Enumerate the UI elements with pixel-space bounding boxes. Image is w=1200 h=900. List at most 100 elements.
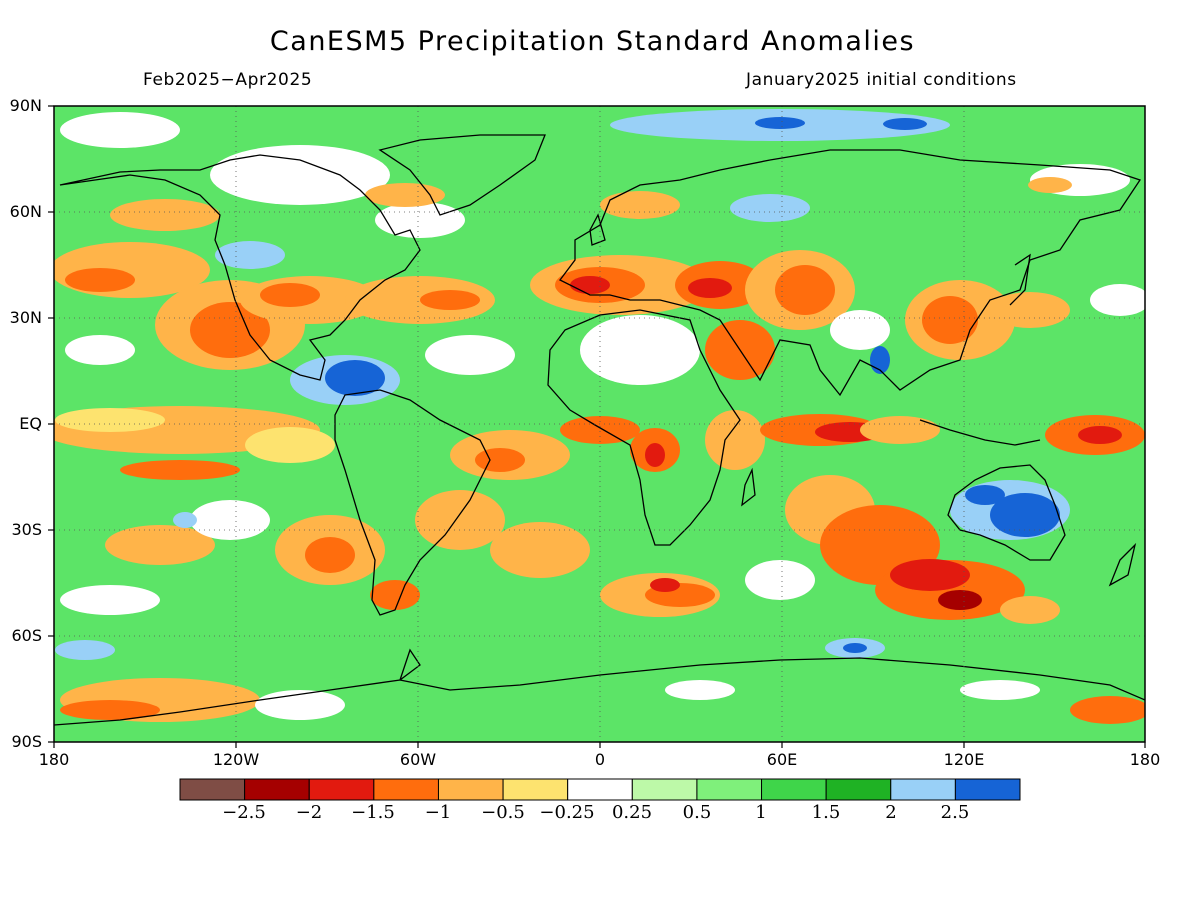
indonesia-coast (919, 419, 1041, 446)
anomaly-dry (990, 292, 1070, 328)
anomaly-dry-strong (560, 416, 640, 444)
colorbar-label: 0.5 (682, 802, 712, 823)
anomaly-dry-strong (922, 296, 978, 344)
colorbar-label: −2.5 (222, 802, 266, 823)
anomaly-dry (1028, 177, 1072, 193)
africa-coast (547, 309, 741, 546)
lat-label-30n: 30N (9, 308, 42, 327)
anomaly-dry (600, 191, 680, 219)
colorbar-label: −1 (424, 802, 452, 823)
anomaly-neutral (425, 335, 515, 375)
lon-label-120e: 120E (943, 750, 985, 769)
anomaly-dry-strong (60, 700, 160, 720)
anomaly-neutral (960, 680, 1040, 700)
colorbar-swatch (567, 778, 633, 801)
colorbar-swatch (954, 778, 1021, 801)
anomaly-very-wet (755, 117, 805, 129)
anomaly-neutral (580, 315, 700, 385)
australia-coast (947, 464, 1066, 561)
lat-label-eq: EQ (19, 414, 42, 433)
colorbar-label: −0.25 (539, 802, 595, 823)
eurasia-coast (559, 149, 1142, 397)
map-title: CanESM5 Precipitation Standard Anomalies (269, 26, 916, 57)
anomaly-dry (860, 416, 940, 444)
colorbar-label: 2.5 (940, 802, 970, 823)
south-america-coast (334, 389, 491, 616)
anomaly-dry (490, 522, 590, 578)
anomaly-dry-strong (305, 537, 355, 573)
anomaly-dry-strong (120, 460, 240, 480)
anomaly-very-wet (965, 485, 1005, 505)
anomaly-very-dry (1078, 426, 1122, 444)
lat-label-60s: 60S (11, 626, 42, 645)
colorbar-swatch (308, 778, 375, 801)
uk-coast (589, 213, 606, 246)
anomaly-very-wet (990, 493, 1060, 537)
colorbar-swatch (373, 778, 439, 801)
anomaly-very-wet (325, 360, 385, 396)
anomaly-very-wet (883, 118, 927, 130)
lat-label-90n: 90N (9, 96, 42, 115)
anomaly-very-dry (890, 559, 970, 591)
lat-label-90s: 90S (11, 732, 42, 751)
coastlines (54, 134, 1145, 726)
colorbar-label: −0.5 (481, 802, 525, 823)
anomaly-dry-strong (370, 580, 420, 610)
map-field (54, 106, 1145, 742)
anomaly-wet (730, 194, 810, 222)
anomaly-dry-strong (65, 268, 135, 292)
madagascar-coast (741, 467, 756, 507)
anomaly-dry-strong (1070, 696, 1145, 724)
anomaly-neutral (210, 145, 390, 205)
anomaly-slightly-dry (55, 408, 165, 432)
anomaly-neutral (745, 560, 815, 600)
anomaly-dry (705, 410, 765, 470)
anomaly-dry-strong (260, 283, 320, 307)
colorbar (179, 778, 1021, 801)
anomaly-wet (55, 640, 115, 660)
anomaly-very-wet (843, 643, 867, 653)
lon-label-60e: 60E (766, 750, 798, 769)
anomaly-dry-strong (420, 290, 480, 310)
colorbar-label: −1.5 (351, 802, 395, 823)
anomaly-dry-strong (190, 302, 270, 358)
antarctica-coast (54, 648, 1145, 726)
lon-label-120w: 120W (212, 750, 260, 769)
anomaly-neutral (65, 335, 135, 365)
colorbar-swatch (696, 778, 763, 801)
anomaly-neutral (190, 500, 270, 540)
anomaly-neutral (60, 112, 180, 148)
gridlines (54, 106, 1145, 742)
anomaly-neutral (375, 202, 465, 238)
anomaly-very-dry (645, 443, 665, 467)
north-america-coast (59, 154, 421, 381)
colorbar-swatch (179, 778, 246, 801)
anomaly-dry-strong (775, 265, 835, 315)
anomaly-neutral (830, 310, 890, 350)
anomaly-wet (173, 512, 197, 528)
anomaly-neutral (1090, 284, 1145, 316)
anomaly-fields (54, 109, 1145, 724)
anomaly-very-dry (570, 276, 610, 294)
anomaly-dry (105, 525, 215, 565)
new-zealand-coast (1108, 542, 1137, 587)
initial-conditions-label: January2025 initial conditions (746, 70, 1017, 90)
lon-label-180w: 180 (38, 750, 70, 769)
greenland-coast (378, 134, 546, 216)
colorbar-swatch (437, 778, 504, 801)
anomaly-wet (215, 241, 285, 269)
colorbar-label: 1.5 (811, 802, 841, 823)
anomaly-very-dry (650, 578, 680, 592)
lat-label-30s: 30S (11, 520, 42, 539)
anomaly-slightly-dry (245, 427, 335, 463)
anomaly-extreme-dry (938, 590, 982, 610)
colorbar-swatch (890, 778, 956, 801)
anomaly-neutral (60, 585, 160, 615)
anomaly-dry (1000, 596, 1060, 624)
lon-label-0: 0 (594, 750, 606, 769)
colorbar-swatch (761, 778, 827, 801)
lon-label-180e: 180 (1129, 750, 1161, 769)
anomaly-dry (110, 199, 220, 231)
anomaly-dry (415, 490, 505, 550)
forecast-period: Feb2025−Apr2025 (143, 70, 313, 90)
